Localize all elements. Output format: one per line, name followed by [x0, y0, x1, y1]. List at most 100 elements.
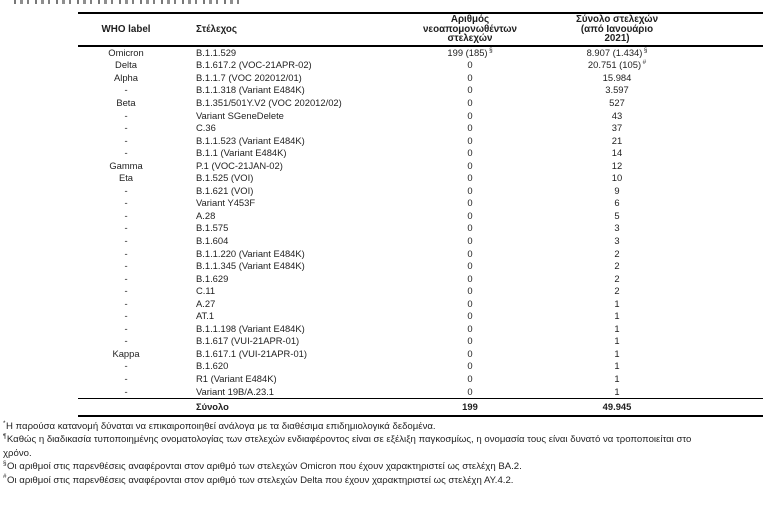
- cell-new-isolates: 0: [467, 373, 473, 384]
- cell-who-label: -: [124, 209, 128, 221]
- cell-strain: B.1.1.318 (Variant E484K): [196, 84, 305, 96]
- variants-table: WHO label Στέλεχος Αριθμός νεοαπομονωθέν…: [78, 12, 763, 417]
- footnote-marker: §: [3, 460, 7, 468]
- cell-who-label: Delta: [115, 59, 137, 71]
- footnote-text: Η παρούσα κατανομή δύναται να επικαιροπο…: [5, 421, 436, 432]
- cell-strain: B.1.617 (VUI-21APR-01): [196, 335, 300, 347]
- cell-total: 14: [611, 147, 623, 159]
- cell-total: 2: [614, 247, 620, 259]
- cell-total: 1: [614, 335, 620, 347]
- cell-strain: B.1.1.345 (Variant E484K): [196, 260, 305, 272]
- table-row: - B.1.1.220 (Variant E484K) 0 2: [78, 248, 763, 261]
- header-who-label: WHO label: [101, 23, 151, 35]
- cell-strain: A.28: [196, 209, 216, 221]
- table-body: Omicron B.1.1.529 199 (185) § 8.907 (1.43…: [78, 47, 763, 398]
- cell-total: 3.597: [605, 84, 629, 96]
- cell-who-label: -: [124, 84, 128, 96]
- footnote-text: Οι αριθμοί στις παρενθέσεις αναφέρονται …: [7, 461, 522, 473]
- cell-who-label: -: [124, 285, 128, 297]
- cell-strain: A.27: [196, 297, 216, 309]
- table-row: - C.11 0 2: [78, 285, 763, 298]
- table-header: WHO label Στέλεχος Αριθμός νεοαπομονωθέν…: [78, 12, 763, 47]
- footnote-text: Οι αριθμοί στις παρενθέσεις αναφέρονται …: [7, 474, 514, 486]
- cell-new-isolates: 0: [467, 134, 473, 146]
- cell-new-isolates: 199 (185) §: [447, 46, 493, 58]
- footnote-marker: *: [3, 419, 6, 427]
- table-row: - B.1.1.523 (Variant E484K) 0 21: [78, 135, 763, 148]
- cell-strain: B.1.525 (VOI): [196, 172, 254, 184]
- cell-total: 3: [614, 222, 620, 234]
- cell-total: 1: [614, 347, 620, 359]
- cell-strain: B.1.1.7 (VOC 202012/01): [196, 71, 302, 83]
- cell-new-isolates: 0: [467, 247, 473, 259]
- table-total-section: Σύνολο 199 49.945: [78, 398, 763, 417]
- cell-total: 5: [614, 209, 620, 221]
- cell-strain: C.36: [196, 122, 216, 134]
- cell-new-isolates: 0: [467, 147, 473, 159]
- cell-total: 1: [614, 322, 620, 334]
- cell-total: 37: [611, 122, 623, 134]
- total-new-isolates: 199: [462, 401, 478, 413]
- cell-total: 1: [614, 373, 620, 384]
- cell-strain: B.1.621 (VOI): [196, 184, 254, 196]
- cell-total: 2: [614, 260, 620, 272]
- cell-strain: B.1.617.2 (VOC-21APR-02): [196, 59, 312, 71]
- header-new-isolates: Αριθμός νεοαπομονωθέντων στελεχών: [422, 14, 517, 45]
- cell-who-label: Kappa: [112, 347, 140, 359]
- table-row: - AT.1 0 1: [78, 310, 763, 323]
- footnote: #Οι αριθμοί στις παρενθέσεις αναφέρονται…: [3, 474, 703, 487]
- cell-new-isolates: 0: [467, 71, 473, 83]
- cell-who-label: -: [124, 322, 128, 334]
- cropped-text-fragment: [14, 0, 244, 4]
- table-row: Gamma P.1 (VOC-21JAN-02) 0 12: [78, 160, 763, 173]
- table-row: - Variant Y453F 0 6: [78, 197, 763, 210]
- cell-who-label: -: [124, 247, 128, 259]
- cell-total: 9: [614, 184, 620, 196]
- cell-strain: P.1 (VOC-21JAN-02): [196, 159, 283, 171]
- cell-who-label: -: [124, 147, 128, 159]
- cell-new-isolates: 0: [467, 234, 473, 246]
- cell-new-isolates: 0: [467, 59, 473, 71]
- cell-strain: Variant SGeneDelete: [196, 109, 284, 121]
- cell-who-label: Gamma: [109, 159, 143, 171]
- total-row: Σύνολο 199 49.945: [78, 399, 763, 415]
- footnotes: *Η παρούσα κατανομή δύναται να επικαιροπ…: [3, 420, 703, 487]
- cell-new-isolates: 0: [467, 159, 473, 171]
- table-row: - B.1.1.318 (Variant E484K) 0 3.597: [78, 84, 763, 97]
- table-row: Kappa B.1.617.1 (VUI-21APR-01) 0 1: [78, 348, 763, 361]
- cell-new-isolates: 0: [467, 96, 473, 108]
- cell-who-label: Alpha: [114, 71, 138, 83]
- footnote: §Οι αριθμοί στις παρενθέσεις αναφέρονται…: [3, 460, 703, 473]
- footnote-text: Καθώς η διαδικασία τυποποιημένης ονοματο…: [3, 434, 692, 459]
- table-row: Delta B.1.617.2 (VOC-21APR-02) 0 20.751 …: [78, 59, 763, 72]
- cell-total: 15.984: [602, 71, 632, 83]
- table-row: - A.28 0 5: [78, 210, 763, 223]
- cell-total: 2: [614, 285, 620, 297]
- cell-who-label: -: [124, 297, 128, 309]
- cell-who-label: -: [124, 234, 128, 246]
- cell-new-isolates: 0: [467, 297, 473, 309]
- cell-who-label: -: [124, 197, 128, 209]
- cell-strain: B.1.604: [196, 234, 229, 246]
- cell-strain: B.1.617.1 (VUI-21APR-01): [196, 347, 307, 359]
- cell-who-label: -: [124, 360, 128, 372]
- cell-who-label: -: [124, 134, 128, 146]
- table-row: - B.1.1.345 (Variant E484K) 0 2: [78, 260, 763, 273]
- cell-who-label: -: [124, 260, 128, 272]
- cell-new-isolates: 0: [467, 260, 473, 272]
- header-total-since-jan: Σύνολο στελεχών (από Ιανουάριο 2021): [575, 14, 659, 45]
- table-row: Eta B.1.525 (VOI) 0 10: [78, 172, 763, 185]
- cell-total: 1: [614, 310, 620, 322]
- table-row: Beta B.1.351/501Y.V2 (VOC 202012/02) 0 5…: [78, 97, 763, 110]
- footnote: ¶Καθώς η διαδικασία τυποποιημένης ονοματ…: [3, 433, 703, 460]
- cell-who-label: -: [124, 272, 128, 284]
- cell-new-isolates: 0: [467, 122, 473, 134]
- cell-strain: B.1.1 (Variant E484K): [196, 147, 287, 159]
- cell-total: 20.751 (105) #: [587, 59, 647, 71]
- cell-strain: B.1.1.523 (Variant E484K): [196, 134, 305, 146]
- cell-strain: B.1.629: [196, 272, 229, 284]
- cell-total: 6: [614, 197, 620, 209]
- footnote-marker: #: [3, 473, 7, 481]
- cell-who-label: Omicron: [108, 46, 144, 58]
